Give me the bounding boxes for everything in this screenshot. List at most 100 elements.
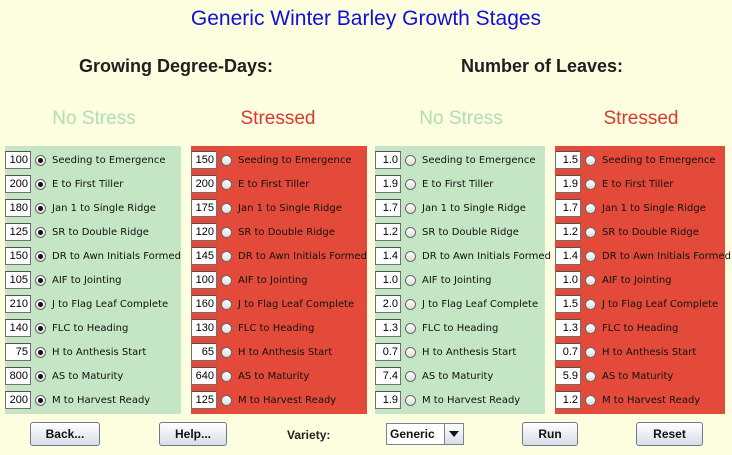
variety-select[interactable]: Generic: [386, 423, 464, 445]
stage-radio[interactable]: [221, 202, 232, 214]
stage-value-field[interactable]: 1.9: [375, 391, 401, 409]
chevron-down-icon[interactable]: [444, 424, 463, 444]
back-button[interactable]: Back...: [30, 422, 100, 446]
stage-value-field[interactable]: 1.0: [375, 271, 401, 289]
stage-radio[interactable]: [35, 274, 46, 286]
stage-value-field[interactable]: 120: [191, 223, 217, 241]
stage-radio[interactable]: [35, 226, 46, 238]
stage-radio[interactable]: [585, 202, 596, 214]
stage-radio[interactable]: [221, 154, 232, 166]
stage-radio[interactable]: [35, 154, 46, 166]
stage-value-field[interactable]: 1.2: [375, 223, 401, 241]
stage-radio[interactable]: [405, 322, 416, 334]
stage-value-field[interactable]: 1.4: [375, 247, 401, 265]
stage-value-field[interactable]: 180: [5, 199, 31, 217]
stage-value-field[interactable]: 145: [191, 247, 217, 265]
stage-radio[interactable]: [405, 298, 416, 310]
stage-radio[interactable]: [585, 178, 596, 190]
stage-value-field[interactable]: 105: [5, 271, 31, 289]
stage-label: SR to Double Ridge: [422, 226, 519, 238]
stage-value-field[interactable]: 1.2: [555, 391, 581, 409]
stage-radio[interactable]: [35, 178, 46, 190]
stage-value-field[interactable]: 175: [191, 199, 217, 217]
stage-radio[interactable]: [35, 202, 46, 214]
stage-value-field[interactable]: 130: [191, 319, 217, 337]
stage-radio[interactable]: [221, 226, 232, 238]
stage-value-field[interactable]: 1.2: [555, 223, 581, 241]
stage-radio[interactable]: [35, 250, 46, 262]
stage-radio[interactable]: [221, 394, 232, 406]
stage-radio[interactable]: [585, 370, 596, 382]
stage-value-field[interactable]: 1.3: [555, 319, 581, 337]
stage-radio[interactable]: [405, 250, 416, 262]
stage-value-field[interactable]: 640: [191, 367, 217, 385]
stage-value-field[interactable]: 210: [5, 295, 31, 313]
stage-value-field[interactable]: 1.5: [555, 151, 581, 169]
stage-radio[interactable]: [35, 394, 46, 406]
stage-radio[interactable]: [35, 322, 46, 334]
stage-value-field[interactable]: 65: [191, 343, 217, 361]
stage-radio[interactable]: [405, 178, 416, 190]
stage-radio[interactable]: [221, 250, 232, 262]
stage-radio[interactable]: [35, 346, 46, 358]
stage-radio[interactable]: [585, 298, 596, 310]
stage-radio[interactable]: [405, 274, 416, 286]
stage-value-field[interactable]: 1.9: [555, 175, 581, 193]
stage-value-field[interactable]: 800: [5, 367, 31, 385]
stage-label: AS to Maturity: [602, 370, 674, 382]
stage-value-field[interactable]: 1.9: [375, 175, 401, 193]
stage-value-field[interactable]: 200: [5, 391, 31, 409]
stage-value-field[interactable]: 150: [191, 151, 217, 169]
stage-radio[interactable]: [405, 370, 416, 382]
stage-value-field[interactable]: 100: [191, 271, 217, 289]
stage-radio[interactable]: [585, 250, 596, 262]
stage-radio[interactable]: [405, 394, 416, 406]
stage-radio[interactable]: [221, 346, 232, 358]
stage-value-field[interactable]: 1.7: [555, 199, 581, 217]
stage-radio[interactable]: [405, 202, 416, 214]
stage-radio[interactable]: [221, 370, 232, 382]
stage-value-field[interactable]: 1.4: [555, 247, 581, 265]
run-button[interactable]: Run: [522, 422, 578, 446]
stage-value-field[interactable]: 0.7: [375, 343, 401, 361]
stage-value-field[interactable]: 1.0: [555, 271, 581, 289]
stage-value-field[interactable]: 0.7: [555, 343, 581, 361]
stage-radio[interactable]: [405, 346, 416, 358]
stage-value-field[interactable]: 200: [191, 175, 217, 193]
stage-radio[interactable]: [585, 226, 596, 238]
stage-value-field[interactable]: 125: [5, 223, 31, 241]
stage-value-field[interactable]: 200: [5, 175, 31, 193]
stage-value-field[interactable]: 1.5: [555, 295, 581, 313]
stage-radio[interactable]: [405, 154, 416, 166]
stage-radio[interactable]: [585, 154, 596, 166]
stage-value-field[interactable]: 160: [191, 295, 217, 313]
stage-value-field[interactable]: 7.4: [375, 367, 401, 385]
stage-value-field[interactable]: 1.0: [375, 151, 401, 169]
stage-value-field[interactable]: 125: [191, 391, 217, 409]
stage-value-field[interactable]: 1.7: [375, 199, 401, 217]
stage-radio[interactable]: [585, 322, 596, 334]
stage-radio[interactable]: [585, 394, 596, 406]
stage-radio[interactable]: [405, 226, 416, 238]
stage-radio[interactable]: [221, 274, 232, 286]
stage-radio[interactable]: [35, 370, 46, 382]
stage-radio[interactable]: [221, 298, 232, 310]
stage-value-field[interactable]: 100: [5, 151, 31, 169]
stage-value-field[interactable]: 75: [5, 343, 31, 361]
stage-radio[interactable]: [585, 346, 596, 358]
stage-value-field[interactable]: 1.3: [375, 319, 401, 337]
stage-radio[interactable]: [585, 274, 596, 286]
stage-radio[interactable]: [221, 322, 232, 334]
stage-value-field[interactable]: 2.0: [375, 295, 401, 313]
variety-selected-value: Generic: [390, 427, 435, 441]
stage-value-field[interactable]: 150: [5, 247, 31, 265]
help-button[interactable]: Help...: [159, 422, 227, 446]
reset-button[interactable]: Reset: [636, 422, 703, 446]
stage-row: 2.0 J to Flag Leaf Complete: [375, 294, 538, 314]
stage-value-field[interactable]: 5.9: [555, 367, 581, 385]
stage-label: FLC to Heading: [52, 322, 129, 334]
stage-radio[interactable]: [221, 178, 232, 190]
stage-radio[interactable]: [35, 298, 46, 310]
stage-value-field[interactable]: 140: [5, 319, 31, 337]
stage-label: J to Flag Leaf Complete: [602, 298, 719, 310]
